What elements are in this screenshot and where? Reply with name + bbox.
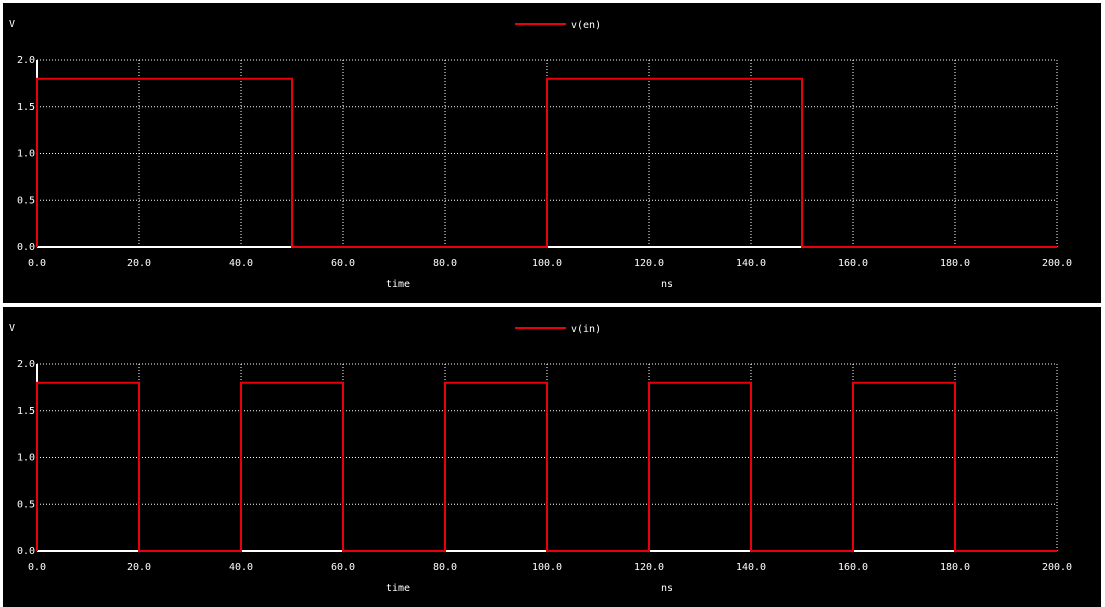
y-tick-label: 1.0 [17, 149, 35, 160]
legend-label: v(in) [571, 324, 601, 335]
x-axis-label: time [386, 279, 410, 290]
y-tick-label: 2.0 [17, 359, 35, 370]
series-line [36, 77, 1057, 248]
x-tick-label: 0.0 [28, 562, 46, 573]
x-tick-label: 180.0 [940, 562, 970, 573]
x-tick-label: 120.0 [634, 258, 664, 269]
x-axis-unit: ns [661, 279, 673, 290]
y-tick-label: 0.5 [17, 499, 35, 510]
x-tick-label: 160.0 [838, 562, 868, 573]
y-axis-label: V [9, 19, 15, 30]
x-tick-label: 200.0 [1042, 562, 1072, 573]
chart-in: 0.0 0.5 1.0 1.5 2.0 0.0 20.0 40.0 60.0 80.0 100.0 1… [9, 323, 1072, 594]
y-tick-label: 0.0 [17, 242, 35, 253]
x-tick-label: 140.0 [736, 562, 766, 573]
y-tick-label: 1.5 [17, 102, 35, 113]
chart-en: 0.0 0.5 1.0 1.5 2.0 0.0 20.0 40.0 60.0 80.0 100.0 1… [9, 19, 1072, 290]
x-tick-label: 80.0 [433, 562, 457, 573]
x-tick-label: 20.0 [127, 562, 151, 573]
series-line [36, 381, 1057, 552]
x-axis-label: time [386, 583, 410, 594]
y-axis-label: V [9, 323, 15, 334]
x-tick-label: 80.0 [433, 258, 457, 269]
legend-label: v(en) [571, 20, 601, 31]
y-tick-label: 1.0 [17, 453, 35, 464]
y-tick-label: 0.5 [17, 195, 35, 206]
x-tick-label: 20.0 [127, 258, 151, 269]
x-tick-label: 140.0 [736, 258, 766, 269]
x-tick-label: 180.0 [940, 258, 970, 269]
waveform-panel-en: 0.0 0.5 1.0 1.5 2.0 0.0 20.0 40.0 60.0 80.0 100.0 1… [3, 3, 1101, 303]
x-tick-label: 40.0 [229, 562, 253, 573]
y-tick-label: 2.0 [17, 55, 35, 66]
y-tick-label: 1.5 [17, 406, 35, 417]
x-tick-label: 60.0 [331, 258, 355, 269]
x-tick-label: 120.0 [634, 562, 664, 573]
x-tick-label: 40.0 [229, 258, 253, 269]
x-tick-label: 100.0 [532, 258, 562, 269]
y-tick-label: 0.0 [17, 546, 35, 557]
x-tick-label: 100.0 [532, 562, 562, 573]
x-tick-label: 160.0 [838, 258, 868, 269]
waveform-panel-in: 0.0 0.5 1.0 1.5 2.0 0.0 20.0 40.0 60.0 80.0 100.0 1… [3, 307, 1101, 607]
x-tick-label: 60.0 [331, 562, 355, 573]
x-tick-label: 200.0 [1042, 258, 1072, 269]
x-axis-unit: ns [661, 583, 673, 594]
x-tick-label: 0.0 [28, 258, 46, 269]
